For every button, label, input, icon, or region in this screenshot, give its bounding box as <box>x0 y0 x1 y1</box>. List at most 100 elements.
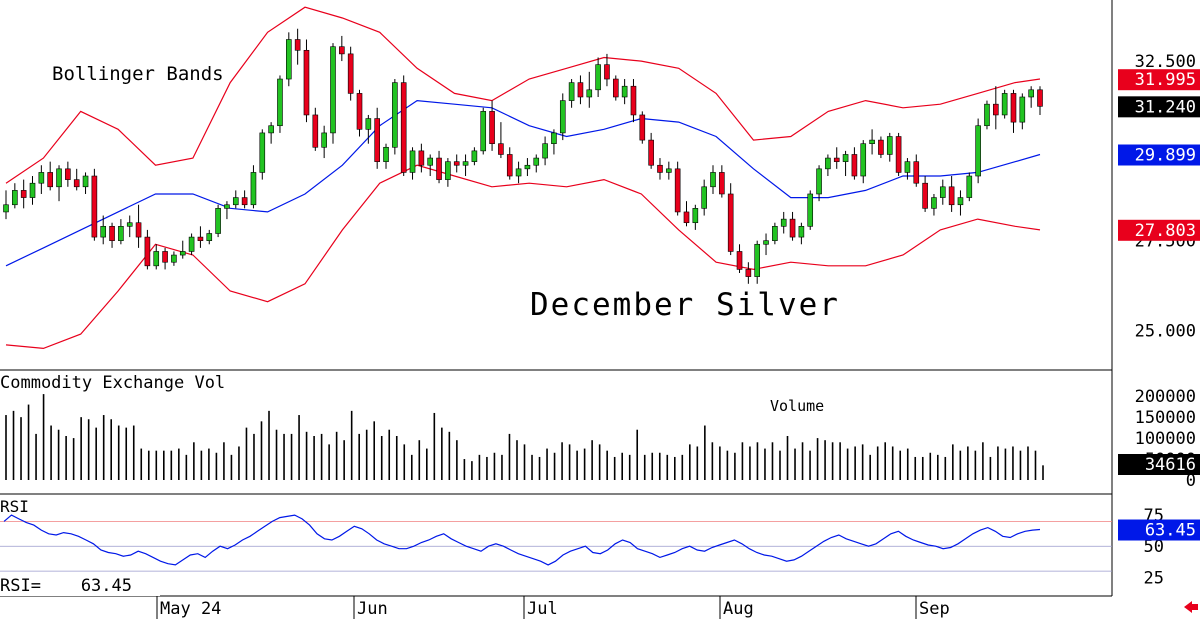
candle-body <box>356 93 363 130</box>
candle-body <box>153 251 160 267</box>
scroll-left-arrow-icon[interactable] <box>1184 601 1198 613</box>
candle-body <box>886 136 893 155</box>
candle-body <box>100 226 107 238</box>
bollinger-lower-line <box>5 164 1041 350</box>
volume-tick-label: 0 <box>1186 471 1196 491</box>
candle-body <box>542 143 548 159</box>
rsi-readout-value: 63.45 <box>81 576 132 596</box>
candle-body <box>789 218 796 238</box>
candle-body <box>869 139 875 144</box>
candle-body <box>612 78 619 98</box>
price-tick-label: 25.000 <box>1135 321 1196 341</box>
candle-body <box>816 168 822 195</box>
rsi-panel-label: RSI <box>0 497 29 516</box>
candle-body <box>259 132 266 173</box>
candle-body <box>91 175 98 238</box>
candle-body <box>489 111 495 144</box>
candle-body <box>754 243 760 277</box>
candle-body <box>462 161 469 166</box>
candle-body <box>38 172 45 184</box>
candle-body <box>833 157 840 162</box>
candle-body <box>710 172 716 188</box>
candle-body <box>1001 93 1008 116</box>
candle-body <box>931 197 937 209</box>
candle-body <box>109 226 115 241</box>
candle-body <box>904 161 911 173</box>
rsi-lines <box>0 514 1112 572</box>
candle-body <box>206 233 213 241</box>
price-badge-box <box>1118 219 1200 241</box>
value-badges: 31.995 31.240 29.899 27.803 34616 63.45 <box>1118 69 1200 541</box>
volume-tick-label: 100000 <box>1135 429 1196 449</box>
candle-body <box>533 157 540 166</box>
candle-body <box>798 226 805 238</box>
candle-body <box>939 186 946 198</box>
rsi-readout-label: RSI= <box>0 576 41 596</box>
candle-body <box>400 82 407 173</box>
candle-body <box>188 236 195 252</box>
candle-body <box>179 251 186 256</box>
candle-body <box>73 179 80 188</box>
candle-body <box>630 85 637 116</box>
rsi-badge-box <box>1118 519 1200 541</box>
candle-body <box>1037 89 1043 107</box>
candle-body <box>339 46 345 55</box>
x-tick-label: Sep <box>919 599 950 619</box>
candle-body <box>162 251 168 263</box>
price-tick-label: 32.500 <box>1135 52 1196 72</box>
candle-body <box>418 150 425 166</box>
rsi-badge-text: 63.45 <box>1145 521 1196 541</box>
candle-body <box>551 132 557 144</box>
price-badge-box <box>1118 96 1200 118</box>
candle-body <box>851 154 858 177</box>
candle-body <box>12 190 18 206</box>
candle-body <box>241 197 248 206</box>
candle-body <box>480 111 487 152</box>
overlay-label: Bollinger Bands <box>52 63 224 85</box>
bollinger-bands <box>5 6 1041 350</box>
candle-body <box>648 139 654 166</box>
x-tick-label: Aug <box>723 599 754 619</box>
candle-body <box>321 132 327 148</box>
bollinger-middle-line <box>5 99 1041 267</box>
candle-body <box>780 218 787 227</box>
candle-body <box>82 175 89 188</box>
candle-body <box>595 64 601 91</box>
candle-body <box>586 89 593 98</box>
price-badge-text: 27.803 <box>1135 221 1196 241</box>
candlesticks <box>3 28 1043 284</box>
candle-body <box>719 172 725 195</box>
x-tick-label: Jun <box>357 599 388 619</box>
bollinger-upper-line <box>5 6 1041 184</box>
candle-body <box>736 251 743 270</box>
candle-body <box>666 168 672 173</box>
x-tick-label: May 24 <box>160 599 221 619</box>
candle-body <box>250 172 257 206</box>
volume-panel-label: Commodity Exchange Vol <box>0 373 225 393</box>
candle-body <box>807 193 814 227</box>
candle-body <box>224 204 230 209</box>
candle-body <box>215 208 221 234</box>
candle-body <box>232 197 239 206</box>
candle-body <box>303 49 310 116</box>
candle-body <box>197 236 204 241</box>
candle-body <box>895 136 902 173</box>
candle-body <box>506 154 513 177</box>
candle-body <box>692 208 699 224</box>
candle-body <box>347 53 354 94</box>
candle-body <box>330 46 336 134</box>
candle-body <box>383 146 389 162</box>
candle-body <box>1028 89 1034 98</box>
candle-body <box>436 157 442 180</box>
volume-badge-box <box>1118 454 1200 475</box>
candle-body <box>29 182 36 198</box>
candle-body <box>674 168 681 213</box>
candle-body <box>471 150 478 162</box>
candle-body <box>568 82 575 101</box>
volume-series-label: Volume <box>770 397 824 415</box>
candle-body <box>957 197 964 206</box>
candle-body <box>621 85 628 98</box>
candle-body <box>65 168 71 180</box>
candle-body <box>374 118 380 162</box>
candle-body <box>1010 93 1017 123</box>
